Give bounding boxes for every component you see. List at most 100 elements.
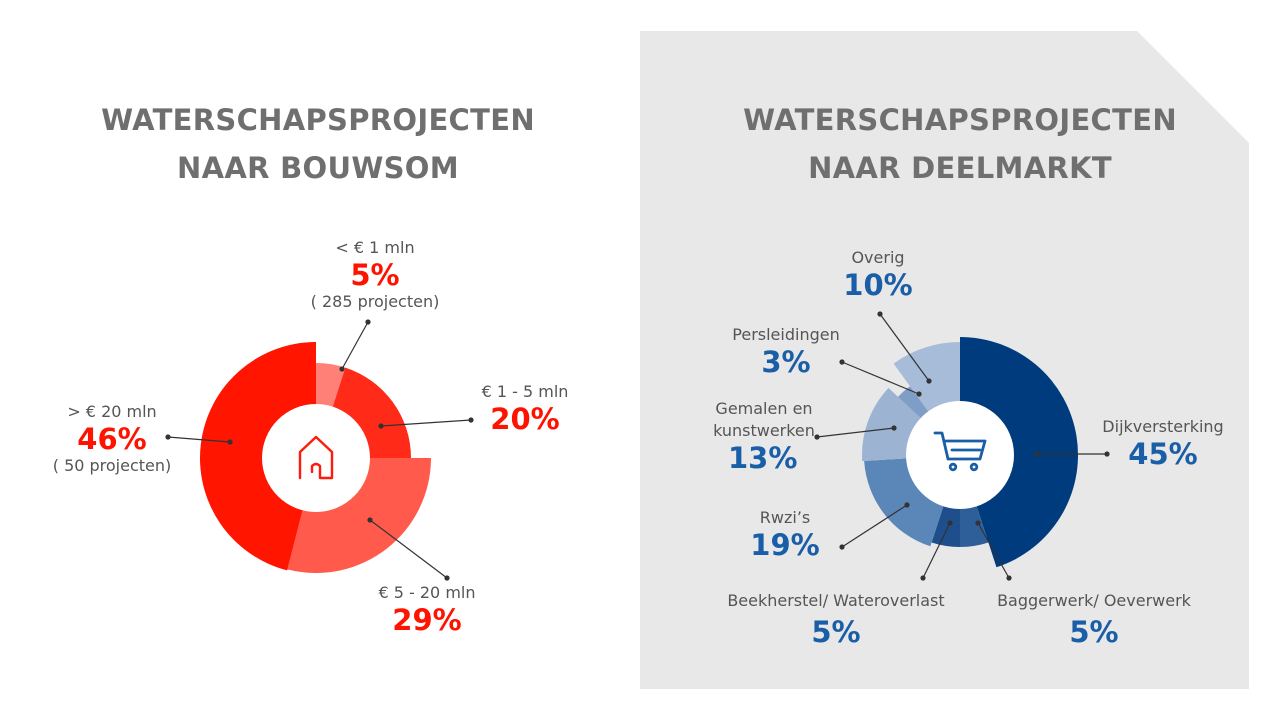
deelmarkt-center-circle [906,401,1014,509]
leader-gemalen [814,425,897,440]
house-icon [298,435,334,480]
leader-beekherstel [920,520,953,581]
leader-1-5mln-line [380,419,472,427]
label-rwzi-name: Rwzi’s [759,508,811,527]
leader-persleidingen [839,359,922,397]
label-overig-name: Overig [851,248,905,267]
leader-gt20mln-line [167,436,231,443]
leader-gt20mln [165,434,233,445]
label-lt1mln-sub: ( 285 projecten) [310,292,440,311]
label-1-5mln-pct: 20% [490,402,560,436]
leader-gemalen-line [816,427,895,438]
leader-baggerwerk-line [977,522,1010,579]
label-beekherstel: Beekherstel/ Wateroverlast 5% [718,590,954,648]
label-gemalen-name: Gemalen en [715,399,813,418]
leader-rwzi-end-dot [839,544,845,550]
label-5-20mln: € 5 - 20 mln 29% [362,582,492,636]
leader-overig-start-dot [926,378,932,384]
leader-5-20mln [367,517,450,581]
label-5-20mln-name: € 5 - 20 mln [378,583,476,602]
leader-dijkversterking [1034,451,1110,457]
bouwsom-title: WATERSCHAPSPROJECTEN NAAR BOUWSOM [38,96,598,192]
leader-rwzi [839,502,910,550]
label-5-20mln-pct: 29% [392,603,462,637]
leader-beekherstel-end-dot [920,575,926,581]
label-gemalen-pct: 13% [728,441,798,475]
label-dijkversterking-name: Dijkversterking [1102,417,1224,436]
label-baggerwerk: Baggerwerk/ Oeverwerk 5% [984,590,1204,648]
leader-rwzi-line [841,504,908,548]
label-baggerwerk-pct: 5% [1069,615,1119,649]
leader-5-20mln-end-dot [444,575,450,581]
leader-gemalen-end-dot [814,434,820,440]
label-dijkversterking: Dijkversterking 45% [1088,416,1238,470]
slice-baggerwerk [960,502,989,547]
leader-baggerwerk-end-dot [1006,575,1012,581]
leader-baggerwerk [975,520,1012,581]
bouwsom-donut [199,342,431,573]
leader-overig-line [879,313,930,382]
label-lt1mln: < € 1 mln 5% ( 285 projecten) [310,237,440,313]
bouwsom-title-line1: WATERSCHAPSPROJECTEN [101,103,535,137]
leader-persleidingen-line [841,361,920,395]
leader-gt20mln-start-dot [227,439,233,445]
deelmarkt-title-line1: WATERSCHAPSPROJECTEN [743,103,1177,137]
leader-overig [877,311,932,384]
leader-5-20mln-start-dot [367,517,373,523]
leader-lt1mln-end-dot [365,319,371,325]
label-lt1mln-pct: 5% [350,258,400,292]
slice-lt1mln [316,363,346,411]
leader-persleidingen-end-dot [839,359,845,365]
label-gemalen-name2: kunstwerken [713,421,815,440]
label-gt20mln: > € 20 mln 46% ( 50 projecten) [42,401,182,477]
slice-5-20mln [287,458,431,573]
label-1-5mln: € 1 - 5 mln 20% [460,381,590,435]
leader-dijkversterking-start-dot [1034,451,1040,457]
leader-baggerwerk-start-dot [975,520,981,526]
leader-lines [165,311,1110,581]
leader-rwzi-start-dot [904,502,910,508]
bouwsom-title-line2: NAAR BOUWSOM [177,151,459,185]
label-gt20mln-pct: 46% [77,422,147,456]
label-beekherstel-pct: 5% [811,615,861,649]
leader-lt1mln-line [341,321,369,370]
label-lt1mln-name: < € 1 mln [335,238,415,257]
deelmarkt-title: WATERSCHAPSPROJECTEN NAAR DEELMARKT [680,96,1240,192]
leader-gt20mln-end-dot [165,434,171,440]
label-persleidingen: Persleidingen 3% [718,324,854,378]
label-dijkversterking-pct: 45% [1128,437,1198,471]
slice-rwzi [864,458,945,547]
leader-1-5mln-end-dot [468,417,474,423]
leader-lt1mln [339,319,371,372]
leader-1-5mln-start-dot [378,423,384,429]
label-rwzi: Rwzi’s 19% [730,507,840,561]
leader-lt1mln-start-dot [339,366,345,372]
slice-beekherstel [931,502,960,547]
label-beekherstel-name: Beekherstel/ Wateroverlast [727,591,945,610]
slice-persleidingen [898,386,931,421]
leader-persleidingen-start-dot [916,391,922,397]
label-persleidingen-name: Persleidingen [732,325,840,344]
label-rwzi-pct: 19% [750,528,820,562]
deelmarkt-title-line2: NAAR DEELMARKT [808,151,1112,185]
label-gt20mln-name: > € 20 mln [67,402,157,421]
label-persleidingen-pct: 3% [761,345,811,379]
leader-1-5mln [378,417,474,429]
leader-beekherstel-start-dot [947,520,953,526]
label-gemalen: Gemalen en kunstwerken 13% [696,398,832,474]
slice-gt20mln [199,342,316,571]
leader-gemalen-start-dot [891,425,897,431]
leader-beekherstel-line [922,522,951,579]
label-1-5mln-name: € 1 - 5 mln [481,382,569,401]
leader-dijkversterking-end-dot [1104,451,1110,457]
shopping-cart-icon [933,431,987,472]
leader-5-20mln-line [369,519,448,579]
label-overig: Overig 10% [818,247,938,301]
label-baggerwerk-name: Baggerwerk/ Oeverwerk [997,591,1191,610]
deelmarkt-donut [861,337,1078,568]
leader-overig-end-dot [877,311,883,317]
slice-1-5mln [331,367,411,458]
label-gt20mln-sub: ( 50 projecten) [52,456,172,475]
slice-dijkversterking [960,337,1078,568]
